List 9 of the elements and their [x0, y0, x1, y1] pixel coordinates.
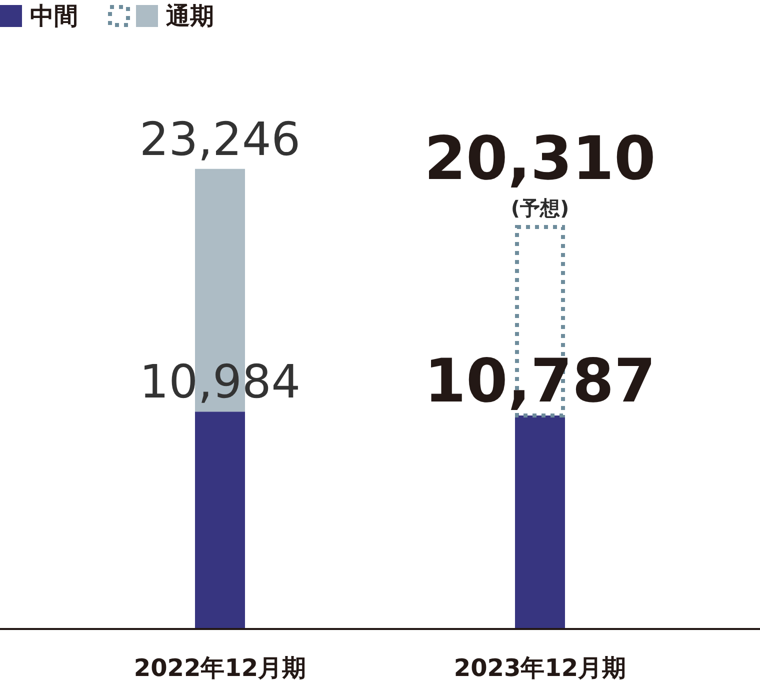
annotation: (予想): [510, 196, 570, 220]
total-label: 23,246: [140, 112, 300, 166]
legend-label: 中間: [30, 1, 78, 32]
x-tick-label: 2023年12月期: [454, 654, 626, 682]
legend-label: 通期: [166, 1, 214, 32]
data-label: 10,787: [424, 346, 656, 416]
data-label: 10,984: [140, 354, 300, 409]
x-tick-label: 2022年12月期: [134, 654, 306, 682]
total-label: 20,310: [424, 124, 656, 194]
